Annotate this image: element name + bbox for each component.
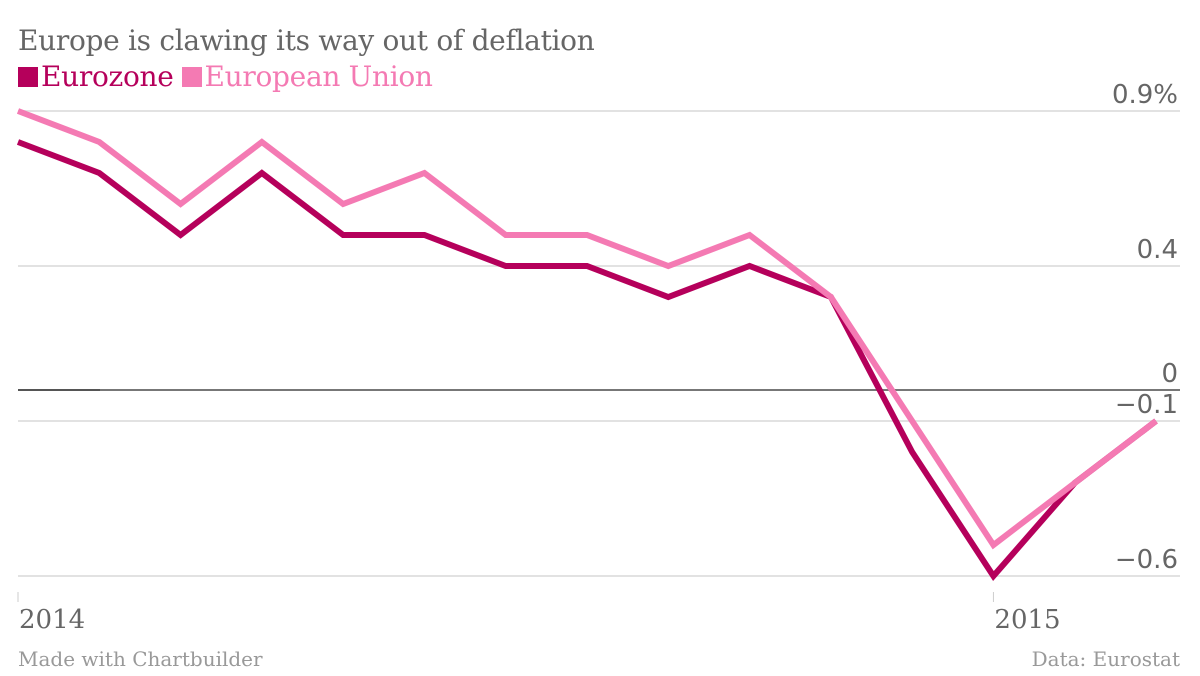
data-source: Data: Eurostat [1031,647,1180,671]
legend-item-european-union: European Union [181,60,433,93]
y-tick-label: 0.9% [1112,80,1178,110]
chart-title: Europe is clawing its way out of deflati… [18,24,595,57]
y-tick-label: 0 [1161,359,1178,389]
x-tick-label: 2015 [994,605,1060,635]
y-tick-label: −0.6 [1115,545,1178,575]
legend-label-eurozone: Eurozone [41,60,174,93]
y-tick-label: 0.4 [1137,235,1178,265]
series-line-european-union [16,108,1158,550]
series-lines [16,108,1158,581]
legend-label-european-union: European Union [204,60,433,93]
legend-swatch-european-union [181,66,202,87]
y-axis-ticks: 0.9% 0.4 0−0.1 −0.6 [1112,80,1178,575]
legend-item-eurozone: Eurozone [18,60,174,93]
gridlines [18,110,1180,577]
x-tick-label: 2014 [19,605,85,635]
y-tick-label: −0.1 [1115,390,1178,420]
series-line-eurozone [16,139,1158,581]
legend: Eurozone European Union [18,60,441,93]
legend-swatch-eurozone [18,66,38,87]
x-axis-ticks: 2014 2015 [17,592,1061,635]
chartbuilder-credit: Made with Chartbuilder [18,647,263,671]
